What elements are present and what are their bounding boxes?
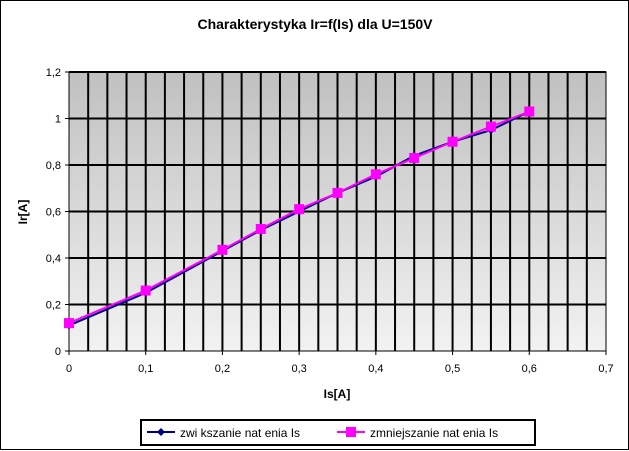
data-point-series-2 <box>140 285 151 296</box>
y-axis-label: Ir[A] <box>16 200 30 225</box>
y-tick-label: 0,6 <box>46 207 61 219</box>
x-tick-label: 0,6 <box>522 363 537 375</box>
x-axis-label: Is[A] <box>324 387 351 401</box>
chart-title: Charakterystyka Ir=f(Is) dla U=150V <box>197 16 433 32</box>
y-tick-label: 1,2 <box>46 67 61 79</box>
data-point-series-2 <box>447 136 458 147</box>
x-tick-label: 0,7 <box>598 363 613 375</box>
data-point-series-2 <box>485 121 496 132</box>
legend-marker-1 <box>157 428 165 436</box>
data-point-series-2 <box>255 223 266 234</box>
data-point-series-2 <box>370 169 381 180</box>
data-point-series-2 <box>64 318 74 329</box>
data-point-series-2 <box>294 204 305 215</box>
y-tick-label: 0,2 <box>46 300 61 312</box>
x-tick-label: 0,4 <box>368 363 383 375</box>
data-point-series-2 <box>524 106 535 117</box>
data-point-series-2 <box>217 244 228 255</box>
data-point-series-2 <box>409 153 420 164</box>
y-tick-label: 0,8 <box>46 160 61 172</box>
legend-marker-2 <box>346 427 356 437</box>
legend-label-1: zwi kszanie nat enia Is <box>180 426 300 440</box>
legend-label-2: zmniejszanie nat enia Is <box>370 426 498 440</box>
x-tick-label: 0,5 <box>445 363 460 375</box>
gridlines <box>68 71 607 352</box>
y-tick-label: 1 <box>55 114 61 126</box>
x-tick-label: 0,1 <box>138 363 153 375</box>
x-tick-label: 0 <box>66 363 72 375</box>
y-tick-label: 0 <box>55 346 61 358</box>
x-tick-label: 0,2 <box>215 363 230 375</box>
data-point-series-2 <box>332 187 343 198</box>
y-tick-label: 0,4 <box>46 253 61 265</box>
legend: zwi kszanie nat enia Is zmniejszanie nat … <box>140 419 536 446</box>
x-tick-label: 0,3 <box>291 363 306 375</box>
